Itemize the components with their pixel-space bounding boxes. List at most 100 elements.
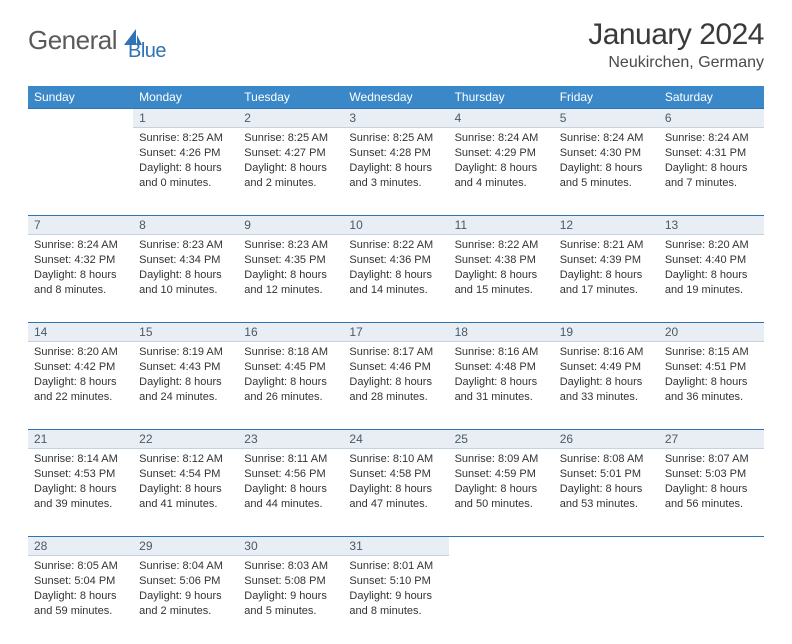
sunset-text: Sunset: 4:38 PM bbox=[455, 253, 548, 268]
logo: General Blue bbox=[28, 18, 166, 63]
day-number-cell: 27 bbox=[659, 430, 764, 449]
day-content-cell: Sunrise: 8:15 AMSunset: 4:51 PMDaylight:… bbox=[659, 342, 764, 430]
daylight-text-1: Daylight: 9 hours bbox=[244, 589, 337, 604]
day-number-cell: 5 bbox=[554, 109, 659, 128]
daylight-text-1: Daylight: 8 hours bbox=[139, 375, 232, 390]
daylight-text-2: and 8 minutes. bbox=[34, 283, 127, 298]
month-title: January 2024 bbox=[588, 18, 764, 52]
daylight-text-1: Daylight: 8 hours bbox=[560, 268, 653, 283]
day-content-cell bbox=[659, 556, 764, 644]
sunrise-text: Sunrise: 8:23 AM bbox=[139, 238, 232, 253]
daylight-text-1: Daylight: 8 hours bbox=[455, 482, 548, 497]
sunset-text: Sunset: 4:42 PM bbox=[34, 360, 127, 375]
day-header: Monday bbox=[133, 86, 238, 109]
daylight-text-2: and 0 minutes. bbox=[139, 176, 232, 191]
day-content-cell: Sunrise: 8:07 AMSunset: 5:03 PMDaylight:… bbox=[659, 449, 764, 537]
sunset-text: Sunset: 4:26 PM bbox=[139, 146, 232, 161]
daylight-text-1: Daylight: 8 hours bbox=[244, 161, 337, 176]
day-content-cell bbox=[449, 556, 554, 644]
sunset-text: Sunset: 4:48 PM bbox=[455, 360, 548, 375]
daylight-text-1: Daylight: 8 hours bbox=[34, 589, 127, 604]
daylight-text-1: Daylight: 8 hours bbox=[34, 375, 127, 390]
sunset-text: Sunset: 4:45 PM bbox=[244, 360, 337, 375]
sunrise-text: Sunrise: 8:20 AM bbox=[34, 345, 127, 360]
sunrise-text: Sunrise: 8:22 AM bbox=[455, 238, 548, 253]
sunset-text: Sunset: 4:59 PM bbox=[455, 467, 548, 482]
sunrise-text: Sunrise: 8:19 AM bbox=[139, 345, 232, 360]
day-content-cell: Sunrise: 8:18 AMSunset: 4:45 PMDaylight:… bbox=[238, 342, 343, 430]
sunrise-text: Sunrise: 8:10 AM bbox=[349, 452, 442, 467]
sunset-text: Sunset: 4:49 PM bbox=[560, 360, 653, 375]
daylight-text-2: and 8 minutes. bbox=[349, 604, 442, 619]
day-header: Friday bbox=[554, 86, 659, 109]
day-number-cell: 6 bbox=[659, 109, 764, 128]
sunset-text: Sunset: 4:30 PM bbox=[560, 146, 653, 161]
daylight-text-2: and 44 minutes. bbox=[244, 497, 337, 512]
sunrise-text: Sunrise: 8:17 AM bbox=[349, 345, 442, 360]
location-label: Neukirchen, Germany bbox=[588, 54, 764, 72]
day-content-cell: Sunrise: 8:20 AMSunset: 4:42 PMDaylight:… bbox=[28, 342, 133, 430]
day-header-row: Sunday Monday Tuesday Wednesday Thursday… bbox=[28, 86, 764, 109]
daylight-text-2: and 14 minutes. bbox=[349, 283, 442, 298]
day-content-cell: Sunrise: 8:20 AMSunset: 4:40 PMDaylight:… bbox=[659, 235, 764, 323]
sunrise-text: Sunrise: 8:24 AM bbox=[455, 131, 548, 146]
daylight-text-2: and 50 minutes. bbox=[455, 497, 548, 512]
sunrise-text: Sunrise: 8:09 AM bbox=[455, 452, 548, 467]
day-content-cell: Sunrise: 8:22 AMSunset: 4:38 PMDaylight:… bbox=[449, 235, 554, 323]
daylight-text-2: and 15 minutes. bbox=[455, 283, 548, 298]
daylight-text-2: and 53 minutes. bbox=[560, 497, 653, 512]
day-number-cell: 26 bbox=[554, 430, 659, 449]
day-content-row: Sunrise: 8:14 AMSunset: 4:53 PMDaylight:… bbox=[28, 449, 764, 537]
day-number-cell: 30 bbox=[238, 537, 343, 556]
day-content-cell: Sunrise: 8:11 AMSunset: 4:56 PMDaylight:… bbox=[238, 449, 343, 537]
sunrise-text: Sunrise: 8:18 AM bbox=[244, 345, 337, 360]
day-content-cell: Sunrise: 8:16 AMSunset: 4:49 PMDaylight:… bbox=[554, 342, 659, 430]
sunset-text: Sunset: 4:32 PM bbox=[34, 253, 127, 268]
sunrise-text: Sunrise: 8:25 AM bbox=[139, 131, 232, 146]
day-number-cell: 28 bbox=[28, 537, 133, 556]
sunrise-text: Sunrise: 8:24 AM bbox=[34, 238, 127, 253]
sunset-text: Sunset: 5:06 PM bbox=[139, 574, 232, 589]
daylight-text-2: and 2 minutes. bbox=[139, 604, 232, 619]
day-content-cell: Sunrise: 8:23 AMSunset: 4:35 PMDaylight:… bbox=[238, 235, 343, 323]
day-content-row: Sunrise: 8:20 AMSunset: 4:42 PMDaylight:… bbox=[28, 342, 764, 430]
day-number-cell: 16 bbox=[238, 323, 343, 342]
daylight-text-2: and 28 minutes. bbox=[349, 390, 442, 405]
day-number-cell: 8 bbox=[133, 216, 238, 235]
day-number-cell: 1 bbox=[133, 109, 238, 128]
day-content-cell: Sunrise: 8:10 AMSunset: 4:58 PMDaylight:… bbox=[343, 449, 448, 537]
sunset-text: Sunset: 5:01 PM bbox=[560, 467, 653, 482]
daylight-text-2: and 59 minutes. bbox=[34, 604, 127, 619]
sunrise-text: Sunrise: 8:20 AM bbox=[665, 238, 758, 253]
daylight-text-2: and 24 minutes. bbox=[139, 390, 232, 405]
day-number-cell: 7 bbox=[28, 216, 133, 235]
sunset-text: Sunset: 4:34 PM bbox=[139, 253, 232, 268]
daylight-text-1: Daylight: 8 hours bbox=[455, 161, 548, 176]
daylight-text-2: and 12 minutes. bbox=[244, 283, 337, 298]
sunset-text: Sunset: 5:08 PM bbox=[244, 574, 337, 589]
sunrise-text: Sunrise: 8:25 AM bbox=[244, 131, 337, 146]
day-number-cell bbox=[554, 537, 659, 556]
day-content-cell: Sunrise: 8:12 AMSunset: 4:54 PMDaylight:… bbox=[133, 449, 238, 537]
daylight-text-1: Daylight: 8 hours bbox=[244, 482, 337, 497]
day-content-cell bbox=[554, 556, 659, 644]
day-number-cell: 15 bbox=[133, 323, 238, 342]
sunset-text: Sunset: 4:46 PM bbox=[349, 360, 442, 375]
daylight-text-1: Daylight: 9 hours bbox=[349, 589, 442, 604]
sunrise-text: Sunrise: 8:25 AM bbox=[349, 131, 442, 146]
day-header: Thursday bbox=[449, 86, 554, 109]
sunset-text: Sunset: 4:36 PM bbox=[349, 253, 442, 268]
day-number-cell: 20 bbox=[659, 323, 764, 342]
day-number-row: 123456 bbox=[28, 109, 764, 128]
day-number-cell: 3 bbox=[343, 109, 448, 128]
daylight-text-1: Daylight: 8 hours bbox=[34, 268, 127, 283]
logo-text-blue: Blue bbox=[128, 40, 166, 63]
daylight-text-1: Daylight: 8 hours bbox=[349, 268, 442, 283]
daylight-text-2: and 22 minutes. bbox=[34, 390, 127, 405]
page-header: General Blue January 2024 Neukirchen, Ge… bbox=[28, 18, 764, 72]
day-content-cell: Sunrise: 8:24 AMSunset: 4:31 PMDaylight:… bbox=[659, 128, 764, 216]
daylight-text-1: Daylight: 8 hours bbox=[349, 482, 442, 497]
sunrise-text: Sunrise: 8:16 AM bbox=[560, 345, 653, 360]
daylight-text-2: and 31 minutes. bbox=[455, 390, 548, 405]
day-header: Sunday bbox=[28, 86, 133, 109]
